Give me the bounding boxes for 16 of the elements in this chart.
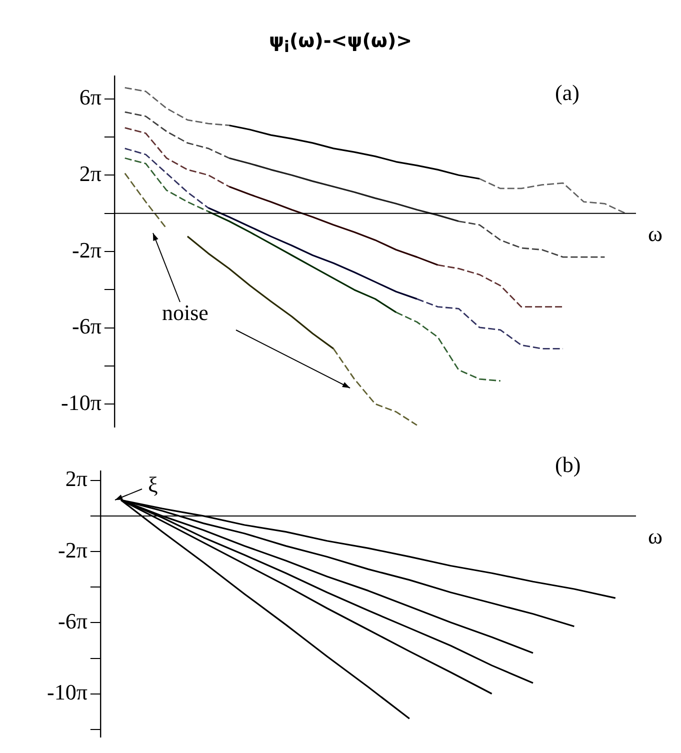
- y-tick-label: -2π: [58, 537, 88, 562]
- y-tick-label: -2π: [72, 237, 102, 262]
- y-tick-label: -10π: [46, 680, 88, 705]
- y-tick-label: 2π: [79, 161, 102, 186]
- x-axis-title: ω: [648, 524, 662, 549]
- chart-title: (b): [555, 452, 581, 478]
- chart-title: ψ$_{i}$(ω)-<ψ(ω)>: [268, 30, 414, 56]
- annotation: noise: [162, 300, 208, 326]
- y-tick-label: 2π: [65, 466, 88, 492]
- y-tick-label: -6π: [58, 608, 88, 634]
- chart-subtitle: (a): [555, 80, 580, 106]
- y-tick-label: -6π: [72, 314, 102, 339]
- y-tick-label: 6π: [79, 84, 102, 110]
- y-tick-label: -10π: [60, 390, 102, 415]
- annotation: ξ: [148, 472, 158, 498]
- x-axis-title: ω: [648, 221, 662, 246]
